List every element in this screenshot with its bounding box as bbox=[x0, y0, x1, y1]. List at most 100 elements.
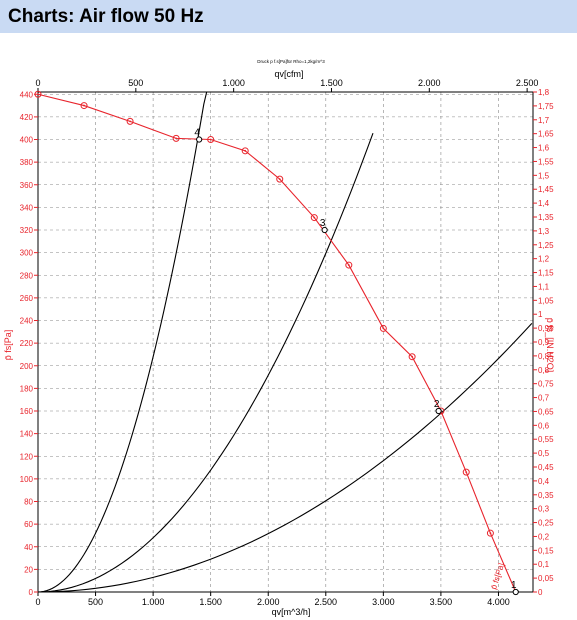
y-right-tick-label: 1,15 bbox=[538, 269, 554, 278]
fan-curve-point-center bbox=[209, 138, 212, 141]
fan-curve-point-center bbox=[83, 104, 85, 107]
x-top-tick-label: 2.000 bbox=[418, 78, 441, 88]
operating-point-3 bbox=[321, 226, 328, 234]
x-bottom-axis-label: qv[m^3/h] bbox=[272, 607, 311, 617]
y-right-tick-label: 1 bbox=[538, 310, 543, 319]
y-right-tick-label: 0,95 bbox=[538, 324, 554, 333]
operating-point-2 bbox=[435, 407, 442, 415]
y-left-tick-label: 320 bbox=[20, 226, 34, 235]
y-right-tick-label: 1,4 bbox=[538, 199, 550, 208]
operating-point-1 bbox=[512, 588, 519, 596]
chart-subtitle: Druck p f.s[Pa]für Rho=1,2kg/m^3 bbox=[257, 59, 325, 64]
y-left-tick-label: 340 bbox=[20, 203, 34, 212]
fan-curve-point-center bbox=[175, 137, 178, 140]
y-right-tick-label: 1,2 bbox=[538, 255, 550, 264]
fan-curve-point bbox=[379, 324, 387, 332]
y-left-tick-label: 240 bbox=[20, 317, 34, 326]
x-top-tick-label: 500 bbox=[128, 78, 143, 88]
fan-curve-point bbox=[207, 136, 215, 144]
system-curve-4 bbox=[37, 91, 210, 593]
y-left-tick-label: 220 bbox=[20, 339, 34, 348]
y-right-tick-label: 1,3 bbox=[538, 227, 550, 236]
y-left-tick-label: 200 bbox=[20, 362, 34, 371]
y-right-tick-label: 0,7 bbox=[538, 394, 550, 403]
fan-curve-point bbox=[172, 134, 180, 142]
fan-curve-point-center bbox=[129, 120, 131, 123]
fan-curve-point bbox=[80, 102, 88, 110]
y-right-tick-label: 0,15 bbox=[538, 546, 554, 555]
fan-curve-point-center bbox=[313, 216, 316, 219]
fan-curve-point-center bbox=[347, 264, 350, 266]
y-left-tick-label: 280 bbox=[20, 271, 34, 280]
y-left-tick-label: 120 bbox=[20, 452, 34, 461]
fan-curve-point bbox=[34, 90, 42, 98]
y-right-tick-label: 0,1 bbox=[538, 560, 550, 569]
operating-point-label: 4 bbox=[194, 128, 200, 139]
y-left-tick-label: 440 bbox=[20, 90, 34, 99]
y-right-tick-label: 0,45 bbox=[538, 463, 554, 472]
system-curve-2 bbox=[37, 323, 533, 593]
fan-curve-point bbox=[345, 261, 353, 269]
y-left-axis-label: p̄ fs[Pa] bbox=[3, 330, 13, 361]
x-top-tick-label: 2.500 bbox=[516, 78, 539, 88]
y-left-tick-label: 100 bbox=[20, 475, 34, 484]
y-right-tick-label: 0,3 bbox=[538, 505, 550, 514]
fan-curve-line bbox=[37, 93, 517, 593]
operating-point-label: 2 bbox=[434, 399, 440, 410]
x-bottom-tick-label: 3.500 bbox=[430, 597, 453, 607]
y-right-tick-label: 0,05 bbox=[538, 574, 554, 583]
fan-curve-point bbox=[408, 353, 416, 361]
x-bottom-tick-label: 1.500 bbox=[199, 597, 222, 607]
y-right-tick-label: 0,8 bbox=[538, 366, 550, 375]
y-left-tick-label: 0 bbox=[29, 588, 34, 597]
y-right-tick-label: 0,25 bbox=[538, 519, 554, 528]
y-right-tick-label: 1,7 bbox=[538, 116, 550, 125]
fan-curve-point-center bbox=[278, 178, 281, 181]
fan-curve-point-center bbox=[489, 532, 492, 535]
fan-curve-point-center bbox=[37, 93, 39, 96]
y-right-tick-label: 1,6 bbox=[538, 144, 550, 153]
chart-axes: 0 500 1.000 1.500 2.000 2.500 3.000 3.500 4.000 0… bbox=[20, 78, 554, 607]
y-left-tick-label: 20 bbox=[24, 565, 33, 574]
x-top-tick-label: 0 bbox=[35, 78, 40, 88]
fan-curve-point-center bbox=[382, 327, 385, 330]
x-bottom-tick-label: 500 bbox=[88, 597, 103, 607]
y-left-tick-label: 300 bbox=[20, 249, 34, 258]
x-bottom-tick-label: 3.000 bbox=[372, 597, 395, 607]
x-bottom-tick-label: 2.500 bbox=[315, 597, 338, 607]
fan-curve-point bbox=[276, 175, 284, 183]
fan-curve-point bbox=[486, 529, 494, 537]
y-right-tick-label: 0,55 bbox=[538, 435, 554, 444]
operating-point-4 bbox=[196, 136, 203, 143]
y-left-tick-label: 380 bbox=[20, 158, 34, 167]
fan-curve-point bbox=[241, 147, 249, 155]
y-left-tick-label: 420 bbox=[20, 113, 34, 122]
x-top-tick-label: 1.500 bbox=[320, 78, 343, 88]
y-right-tick-label: 0,35 bbox=[538, 491, 554, 500]
x-top-axis-label: qv[cfm] bbox=[274, 69, 303, 79]
header-bar: Charts: Air flow 50 Hz bbox=[0, 0, 577, 33]
fan-curve-point-center bbox=[411, 355, 414, 358]
y-right-tick-label: 1,65 bbox=[538, 130, 554, 139]
y-right-tick-label: 0,9 bbox=[538, 338, 550, 347]
y-right-tick-label: 1,25 bbox=[538, 241, 554, 250]
y-right-tick-label: 1,1 bbox=[538, 282, 550, 291]
y-left-tick-label: 260 bbox=[20, 294, 34, 303]
y-left-tick-label: 140 bbox=[20, 430, 34, 439]
x-bottom-tick-label: 0 bbox=[35, 597, 40, 607]
fan-curve-point bbox=[310, 214, 318, 222]
y-right-tick-label: 0,75 bbox=[538, 380, 554, 389]
fan-curve-label: p̄ fs[Pa] bbox=[489, 562, 506, 591]
fan-curve-point-center bbox=[465, 471, 468, 473]
operating-point-label: 3 bbox=[320, 218, 326, 229]
y-right-axis-label: p̄ fs_[IN.H2O] bbox=[545, 318, 555, 373]
y-right-tick-label: 1,45 bbox=[538, 185, 554, 194]
fan-curve-point-center bbox=[244, 149, 247, 152]
y-right-tick-label: 1,55 bbox=[538, 157, 554, 166]
y-left-tick-label: 360 bbox=[20, 181, 34, 190]
y-right-tick-label: 1,05 bbox=[538, 296, 554, 305]
chart-grid bbox=[38, 92, 533, 592]
y-right-tick-label: 0,65 bbox=[538, 407, 554, 416]
y-left-tick-label: 160 bbox=[20, 407, 34, 416]
y-right-tick-label: 0,6 bbox=[538, 421, 550, 430]
